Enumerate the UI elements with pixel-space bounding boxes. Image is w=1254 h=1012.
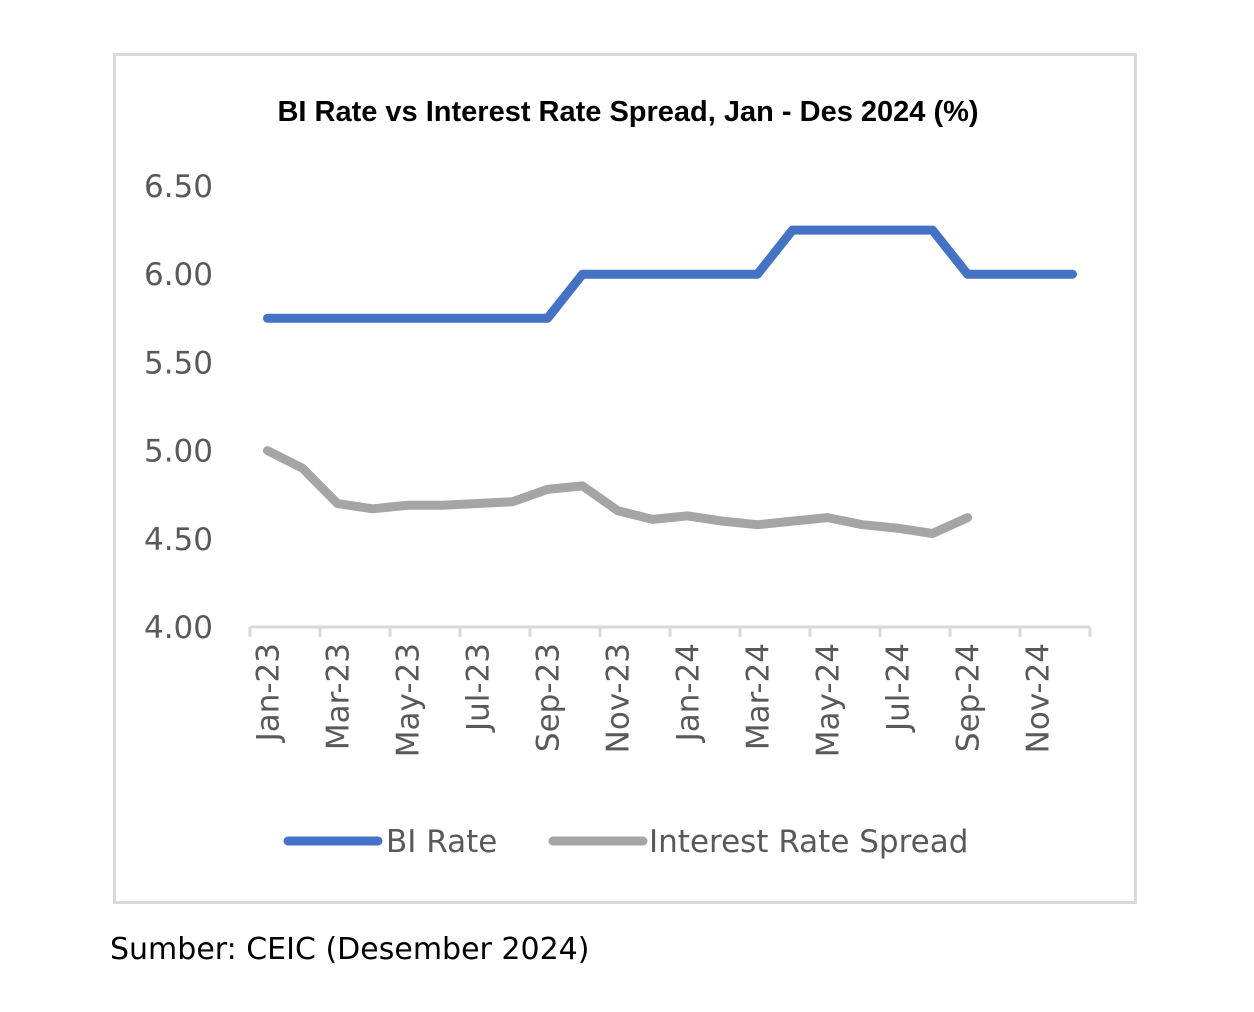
x-tick-label: May-23 <box>391 643 427 757</box>
legend-label: BI Rate <box>386 824 497 860</box>
y-tick-label: 5.00 <box>144 434 213 470</box>
source-note: Sumber: CEIC (Desember 2024) <box>110 932 590 967</box>
y-tick-label: 6.00 <box>144 257 213 293</box>
y-tick-label: 6.50 <box>144 169 213 205</box>
y-tick-label: 5.50 <box>144 345 213 381</box>
x-tick-label: Mar-23 <box>321 643 357 750</box>
y-tick-label: 4.00 <box>144 610 213 646</box>
x-tick-label: Nov-23 <box>601 643 637 753</box>
x-tick-label: Jul-24 <box>881 643 917 733</box>
x-tick-label: Nov-24 <box>1021 643 1057 753</box>
series-line-interest-rate-spread <box>263 446 972 539</box>
x-tick-label: Jul-23 <box>461 643 497 733</box>
x-tick-label: May-24 <box>811 643 847 757</box>
chart-title: BI Rate vs Interest Rate Spread, Jan - D… <box>277 96 978 128</box>
legend-label: Interest Rate Spread <box>649 824 968 860</box>
x-tick-label: Jan-24 <box>671 643 707 743</box>
chart-frame <box>113 53 1137 904</box>
x-tick-label: Sep-24 <box>951 643 987 752</box>
x-tick-label: Sep-23 <box>531 643 567 752</box>
x-tick-label: Jan-23 <box>251 643 287 743</box>
y-tick-label: 4.50 <box>144 522 213 558</box>
series-line-bi-rate <box>263 225 1077 323</box>
x-tick-label: Mar-24 <box>741 643 777 750</box>
